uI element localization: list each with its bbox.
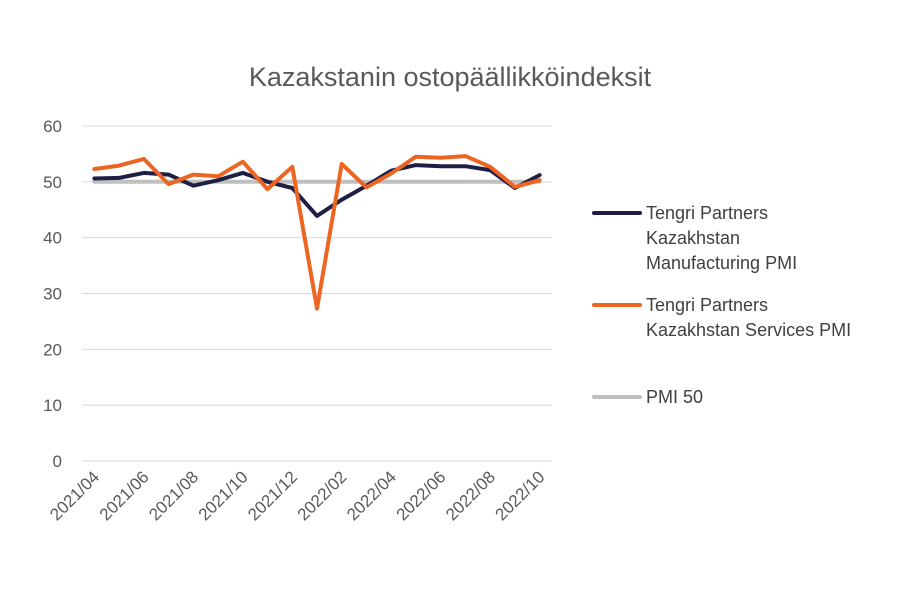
y-tick-label: 30 — [43, 285, 62, 304]
series-line — [92, 163, 542, 218]
legend: Tengri Partners Kazakhstan Manufacturing P… — [592, 203, 851, 407]
y-tick-label: 20 — [43, 340, 62, 359]
x-tick-label: 2021/10 — [195, 467, 252, 524]
legend-label: Kazakhstan — [646, 228, 740, 248]
x-tick-label: 2022/04 — [343, 467, 400, 524]
x-tick-label: 2022/08 — [442, 467, 499, 524]
y-tick-label: 60 — [43, 117, 62, 136]
y-tick-label: 0 — [53, 452, 62, 471]
legend-label: Tengri Partners — [646, 203, 768, 223]
legend-label: Manufacturing PMI — [646, 253, 797, 273]
y-tick-label: 10 — [43, 396, 62, 415]
x-tick-label: 2022/06 — [393, 467, 450, 524]
x-tick-label: 2021/04 — [46, 467, 103, 524]
gridlines — [82, 125, 552, 462]
legend-label: Tengri Partners — [646, 295, 768, 315]
y-axis-ticks: 0 10 20 30 40 50 60 — [43, 117, 62, 471]
x-tick-label: 2021/06 — [96, 467, 153, 524]
chart-title: Kazakstanin ostopäällikköindeksit — [249, 62, 652, 92]
y-tick-label: 40 — [43, 229, 62, 248]
series-line — [92, 154, 542, 311]
legend-label: PMI 50 — [646, 387, 703, 407]
y-tick-label: 50 — [43, 173, 62, 192]
x-tick-label: 2022/10 — [492, 467, 549, 524]
x-axis-ticks: 2021/042021/062021/082021/102021/122022/… — [46, 467, 548, 524]
x-tick-label: 2021/12 — [244, 467, 301, 524]
legend-label: Kazakhstan Services PMI — [646, 320, 851, 340]
x-tick-label: 2021/08 — [145, 467, 202, 524]
series-lines — [92, 154, 542, 311]
x-tick-label: 2022/02 — [294, 467, 351, 524]
